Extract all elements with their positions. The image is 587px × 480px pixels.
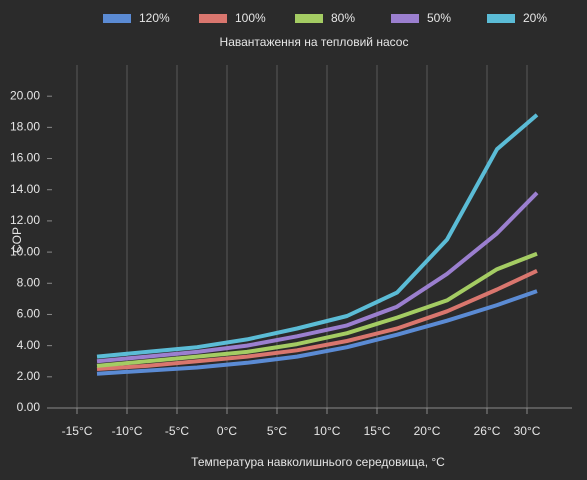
legend-swatch[interactable] (295, 14, 323, 23)
x-tick-label: 5°C (267, 424, 287, 438)
x-tick-label: 20°C (414, 424, 441, 438)
y-tick-label: 12.00 (10, 213, 40, 227)
series-line (96, 113, 539, 359)
y-tick-label: 20.00 (10, 88, 40, 102)
x-tick-label: -10°C (112, 424, 143, 438)
legend-swatch[interactable] (103, 14, 131, 23)
y-tick-label: 4.00 (17, 338, 41, 352)
legend-label[interactable]: 20% (523, 11, 547, 25)
y-tick-label: 6.00 (17, 307, 41, 321)
legend-swatch[interactable] (391, 14, 419, 23)
y-tick-label: 8.00 (17, 275, 41, 289)
x-axis-label: Температура навколишнього середовища, °C (191, 455, 445, 469)
x-tick-label: -5°C (165, 424, 189, 438)
x-tick-label: 26°C (474, 424, 501, 438)
legend-label[interactable]: 100% (235, 11, 266, 25)
legend-label[interactable]: 120% (139, 11, 170, 25)
x-tick-label: -15°C (62, 424, 93, 438)
legend-swatch[interactable] (487, 14, 515, 23)
y-tick-label: 2.00 (17, 369, 41, 383)
x-tick-label: 30°C (514, 424, 541, 438)
y-tick-label: 16.00 (10, 151, 40, 165)
series-line (96, 251, 538, 368)
y-tick-label: 10.00 (10, 244, 40, 258)
series-line (96, 268, 538, 371)
series-line (96, 191, 539, 364)
x-tick-label: 0°C (217, 424, 237, 438)
legend-label[interactable]: 80% (331, 11, 355, 25)
x-tick-label: 15°C (364, 424, 391, 438)
series-line (96, 289, 538, 376)
y-tick-label: 14.00 (10, 182, 40, 196)
legend-title: Навантаження на тепловий насос (220, 35, 409, 49)
y-tick-label: 0.00 (17, 400, 41, 414)
y-axis-label: COP (10, 227, 24, 253)
legend-label[interactable]: 50% (427, 11, 451, 25)
y-tick-label: 18.00 (10, 120, 40, 134)
x-tick-label: 10°C (314, 424, 341, 438)
legend-swatch[interactable] (199, 14, 227, 23)
